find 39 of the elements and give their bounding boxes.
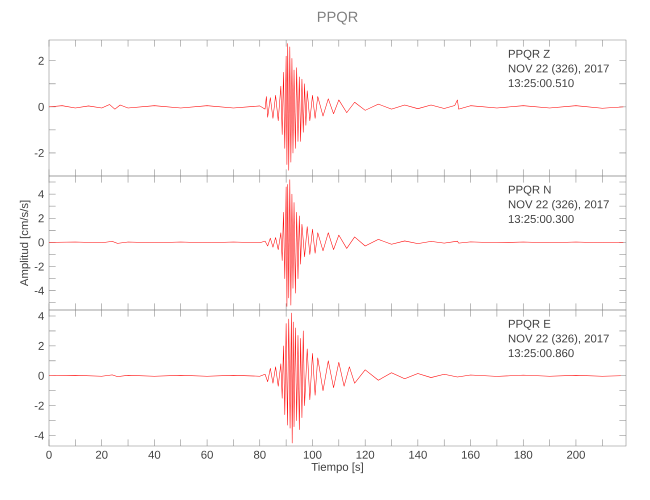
y-tick-label: -2 xyxy=(34,149,44,157)
annotation: PPQR N xyxy=(508,186,550,196)
line-series xyxy=(49,312,622,444)
y-tick-label: 4 xyxy=(38,190,44,198)
line-series xyxy=(49,179,624,307)
x-tick-label: 20 xyxy=(96,450,108,459)
annotation: NOV 22 (326), 2017 xyxy=(508,334,609,345)
annotation: NOV 22 (326), 2017 xyxy=(508,200,609,211)
chart-title: PPQR xyxy=(318,12,358,25)
y-tick-label: 2 xyxy=(38,214,44,222)
x-tick-label: 80 xyxy=(254,450,266,459)
y-tick-label: 4 xyxy=(38,312,44,320)
line-series xyxy=(49,43,624,171)
annotation: PPQR E xyxy=(508,320,550,330)
y-tick-label: -4 xyxy=(34,286,44,295)
x-tick-label: 160 xyxy=(462,450,480,459)
y-tick-label: 2 xyxy=(38,56,44,65)
x-tick-label: 40 xyxy=(148,450,160,459)
x-tick-label: 0 xyxy=(46,450,52,459)
annotation: 13:25:00.510 xyxy=(508,79,574,88)
x-tick-label: 180 xyxy=(514,450,532,459)
y-tick-label: -2 xyxy=(34,402,44,410)
x-tick-label: 200 xyxy=(567,450,585,459)
y-tick-label: -2 xyxy=(34,262,44,270)
y-tick-label: 0 xyxy=(38,238,44,246)
y-tick-label: 0 xyxy=(38,102,44,111)
x-axis-title: Tiempo [s] xyxy=(312,462,363,474)
x-tick-label: 140 xyxy=(409,450,427,459)
y-tick-label: 2 xyxy=(38,342,44,350)
y-tick-label: -4 xyxy=(34,432,44,440)
x-tick-label: 100 xyxy=(304,450,322,459)
annotation: PPQR Z xyxy=(508,50,550,60)
x-tick-label: 60 xyxy=(201,450,213,459)
y-axis-title: Amplitud [cm/s/s] xyxy=(20,200,30,286)
annotation: 13:25:00.300 xyxy=(508,214,574,223)
x-tick-label: 120 xyxy=(356,450,374,459)
annotation: 13:25:00.860 xyxy=(508,349,574,358)
y-tick-label: 0 xyxy=(38,372,44,380)
annotation: NOV 22 (326), 2017 xyxy=(508,64,609,75)
